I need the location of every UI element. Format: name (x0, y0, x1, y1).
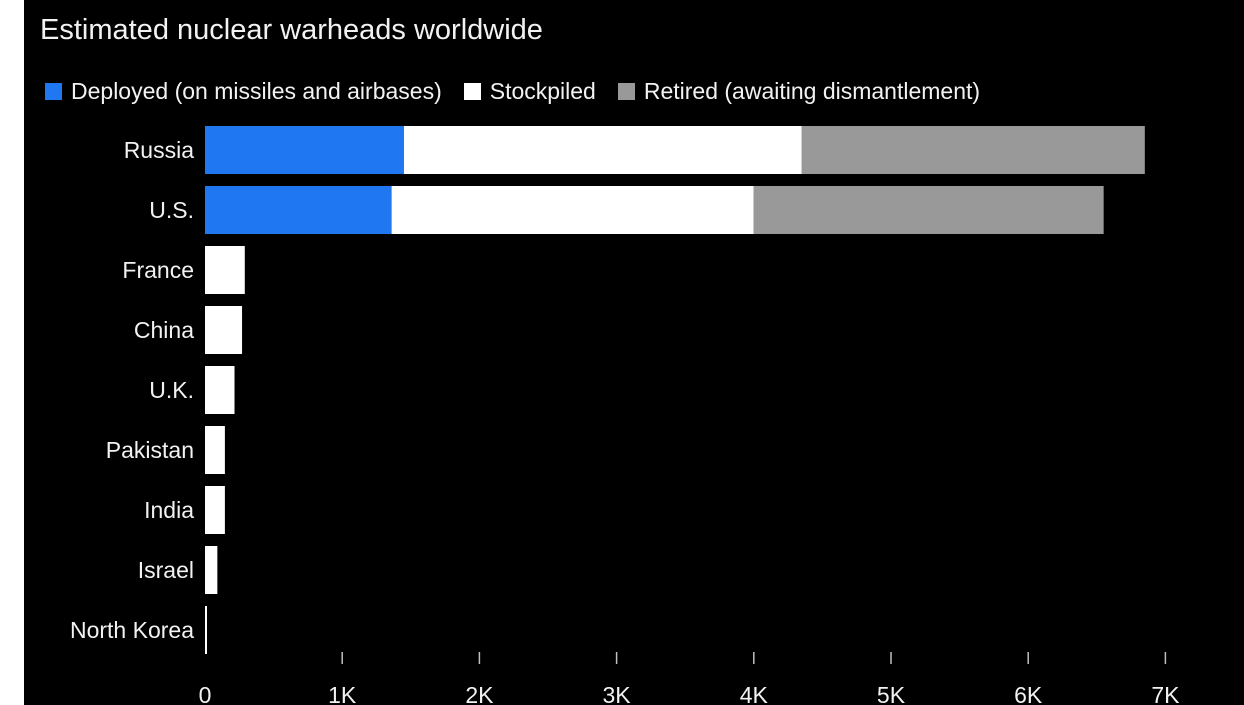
legend-label-stockpiled: Stockpiled (489, 77, 596, 104)
chart-title: Estimated nuclear warheads worldwide (40, 14, 543, 46)
chart-frame: Estimated nuclear warheads worldwide Dep… (24, 0, 1244, 705)
x-tick-label-5k: 5K (877, 682, 906, 705)
category-label-india: India (144, 497, 194, 523)
bar-russia-stockpiled (403, 126, 802, 174)
bar-india-stockpiled (205, 486, 225, 534)
bar-israel-stockpiled (205, 546, 218, 594)
category-label-israel: Israel (138, 557, 194, 583)
x-tick-label-7k: 7K (1151, 682, 1180, 705)
x-tick-label-4k: 4K (740, 682, 769, 705)
bar-north-korea-stockpiled (205, 606, 207, 654)
x-tick-label-6k: 6K (1014, 682, 1043, 705)
bar-u-s-deployed (205, 186, 392, 234)
legend-swatch-stockpiled (463, 82, 481, 100)
bar-u-k-stockpiled (205, 366, 235, 414)
x-tick-label-3k: 3K (603, 682, 632, 705)
legend-item-stockpiled: Stockpiled (463, 77, 596, 105)
legend-item-deployed: Deployed (on missiles and airbases) (45, 78, 442, 105)
legend-label-retired: Retired (awaiting dismantlement) (643, 77, 981, 104)
legend-swatch-retired (617, 82, 635, 100)
legend-item-retired: Retired (awaiting dismantlement) (617, 77, 981, 105)
bar-russia-retired (801, 126, 1145, 174)
category-label-north-korea: North Korea (70, 617, 194, 643)
legend-swatch-deployed (45, 82, 62, 100)
bar-u-s-retired (753, 186, 1104, 234)
bar-chart-plot: Russia U.S. France China U.K. Pakistan India Is… (70, 126, 1180, 705)
bar-russia-deployed (205, 126, 404, 174)
chart-legend: Deployed (on missiles and airbases) Stoc… (45, 76, 1002, 106)
bar-u-s-stockpiled (391, 186, 754, 234)
category-label-u-k: U.K. (149, 377, 194, 403)
x-tick-label-2k: 2K (465, 682, 494, 705)
category-label-france: France (122, 257, 194, 283)
x-tick-label-1k: 1K (328, 682, 357, 705)
bar-pakistan-stockpiled (205, 426, 225, 474)
category-label-russia: Russia (124, 137, 195, 163)
bar-china-stockpiled (205, 306, 243, 354)
category-label-china: China (134, 317, 194, 343)
bar-france-stockpiled (205, 246, 245, 294)
legend-label-deployed: Deployed (on missiles and airbases) (71, 77, 442, 104)
category-label-u-s: U.S. (149, 197, 194, 223)
x-tick-label-0: 0 (199, 682, 212, 705)
category-label-pakistan: Pakistan (106, 437, 194, 463)
